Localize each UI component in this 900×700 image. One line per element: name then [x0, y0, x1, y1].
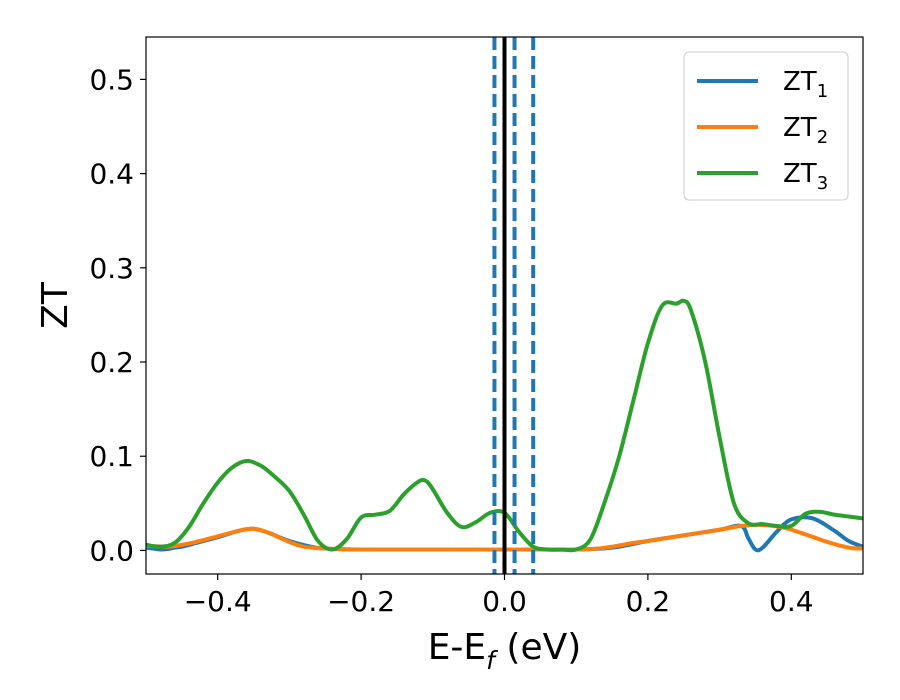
x-tick-label: 0.2 — [626, 585, 671, 618]
y-tick-label: 0.1 — [89, 440, 134, 473]
x-tick-label: 0.4 — [769, 585, 814, 618]
y-axis: 0.0 0.1 0.2 0.3 0.4 0.5 — [89, 63, 146, 567]
legend-label-zt1: ZT1 — [783, 67, 828, 102]
y-tick-label: 0.5 — [89, 63, 134, 96]
y-tick-label: 0.4 — [89, 158, 134, 191]
legend-box — [683, 51, 849, 201]
x-axis-label: E-Ef (eV) — [428, 627, 582, 675]
y-tick-label: 0.0 — [89, 534, 134, 567]
y-tick-label: 0.3 — [89, 252, 134, 285]
y-axis-label: ZT — [35, 281, 76, 329]
y-tick-label: 0.2 — [89, 346, 134, 379]
legend: ZT1 ZT2 ZT3 — [683, 51, 849, 201]
x-tick-label: 0.0 — [482, 585, 527, 618]
plot-area — [146, 37, 863, 574]
x-tick-label: −0.4 — [184, 585, 252, 618]
x-axis: −0.4 −0.2 0.0 0.2 0.4 — [184, 574, 814, 618]
legend-label-zt3: ZT3 — [783, 159, 828, 194]
legend-label-zt2: ZT2 — [783, 113, 828, 148]
x-tick-label: −0.2 — [327, 585, 395, 618]
